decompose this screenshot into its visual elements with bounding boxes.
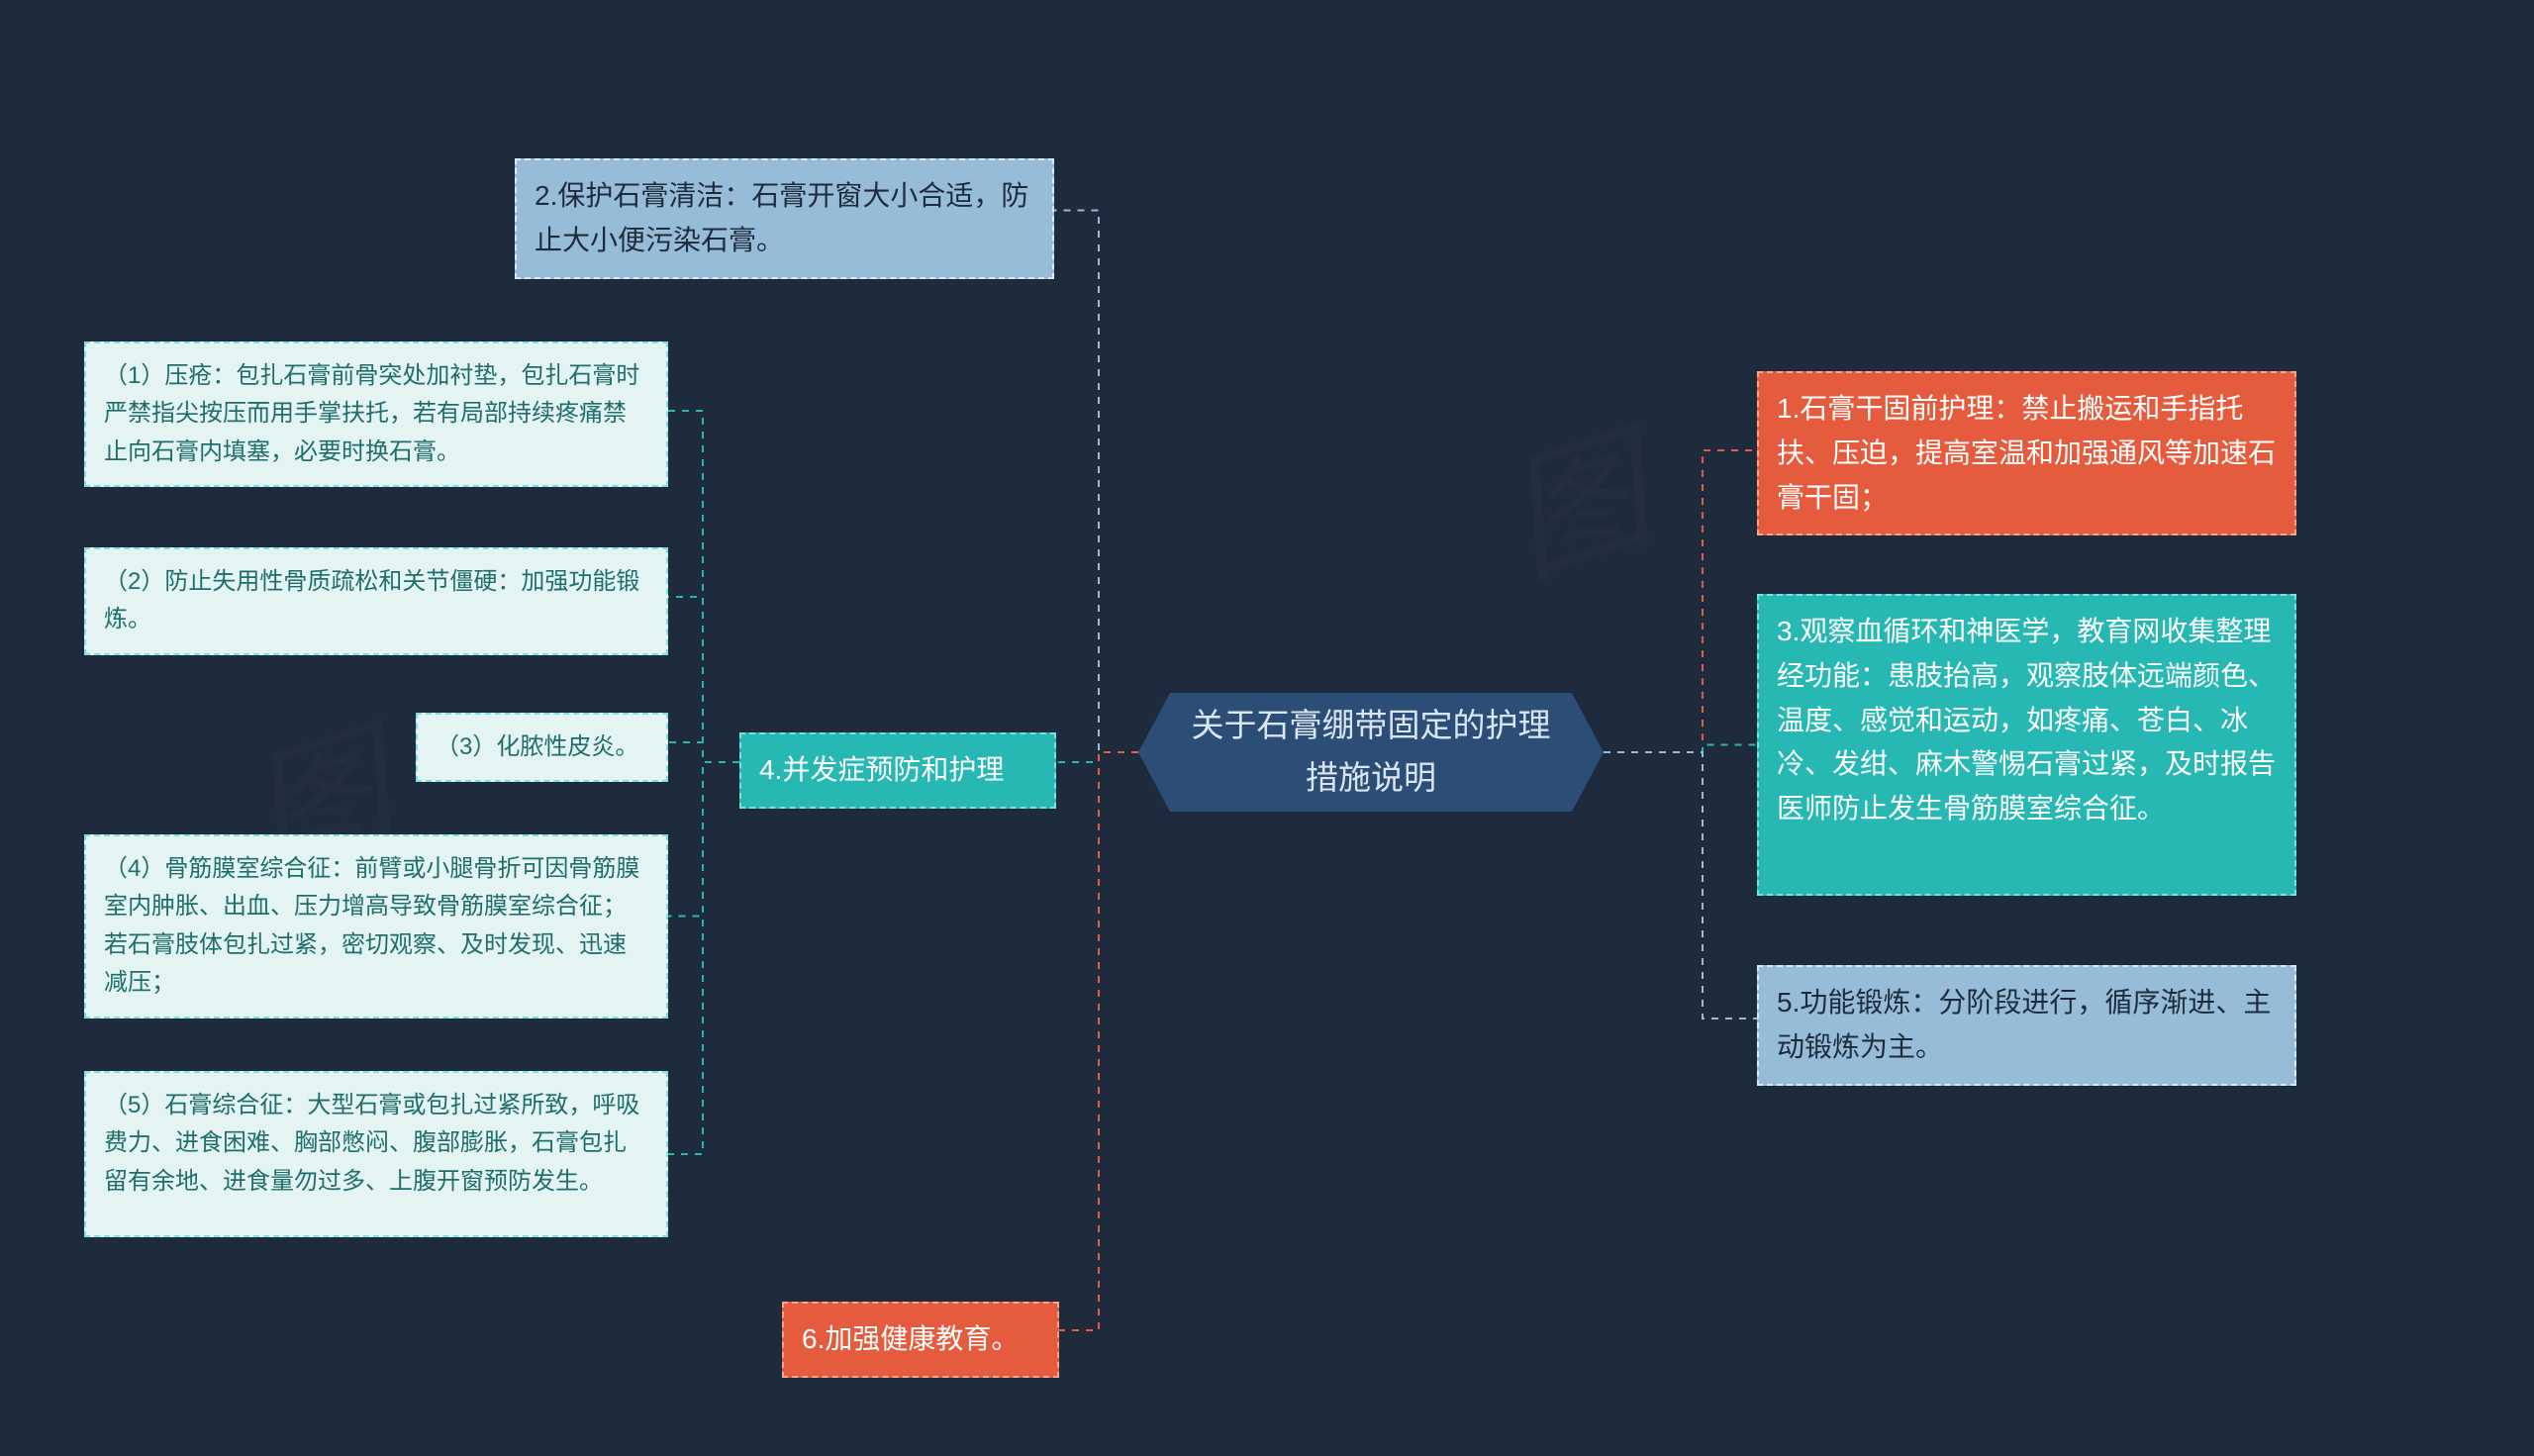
branch-node-1: 1.石膏干固前护理：禁止搬运和手指托扶、压迫，提高室温和加强通风等加速石膏干固； — [1757, 371, 2296, 535]
branch-node-5: 5.功能锻炼：分阶段进行，循序渐进、主动锻炼为主。 — [1757, 965, 2296, 1086]
branch-node-2: 2.保护石膏清洁：石膏开窗大小合适，防止大小便污染石膏。 — [515, 158, 1054, 279]
leaf-node-2: （2）防止失用性骨质疏松和关节僵硬：加强功能锻炼。 — [84, 547, 668, 655]
leaf-1-text: （1）压疮：包扎石膏前骨突处加衬垫，包扎石膏时严禁指尖按压而用手掌扶托，若有局部… — [104, 362, 639, 465]
leaf-node-1: （1）压疮：包扎石膏前骨突处加衬垫，包扎石膏时严禁指尖按压而用手掌扶托，若有局部… — [84, 341, 668, 487]
leaf-node-3: （3）化脓性皮炎。 — [416, 713, 668, 782]
branch-5-text: 5.功能锻炼：分阶段进行，循序渐进、主动锻炼为主。 — [1777, 987, 2271, 1062]
branch-1-text: 1.石膏干固前护理：禁止搬运和手指托扶、压迫，提高室温和加强通风等加速石膏干固； — [1777, 393, 2276, 513]
leaf-3-text: （3）化脓性皮炎。 — [436, 733, 638, 760]
branch-node-6: 6.加强健康教育。 — [782, 1302, 1059, 1378]
leaf-5-text: （5）石膏综合征：大型石膏或包扎过紧所致，呼吸费力、进食困难、胸部憋闷、腹部膨胀… — [104, 1092, 639, 1195]
branch-node-3: 3.观察血循环和神医学，教育网收集整理经功能：患肢抬高，观察肢体远端颜色、温度、… — [1757, 594, 2296, 896]
branch-2-text: 2.保护石膏清洁：石膏开窗大小合适，防止大小便污染石膏。 — [535, 180, 1028, 255]
root-label: 关于石膏绷带固定的护理措施说明 — [1138, 700, 1604, 805]
leaf-node-5: （5）石膏综合征：大型石膏或包扎过紧所致，呼吸费力、进食困难、胸部憋闷、腹部膨胀… — [84, 1071, 668, 1237]
branch-4-text: 4.并发症预防和护理 — [759, 754, 1004, 785]
branch-3-text: 3.观察血循环和神医学，教育网收集整理经功能：患肢抬高，观察肢体远端颜色、温度、… — [1777, 616, 2276, 824]
leaf-2-text: （2）防止失用性骨质疏松和关节僵硬：加强功能锻炼。 — [104, 568, 639, 632]
branch-node-4: 4.并发症预防和护理 — [739, 732, 1056, 809]
leaf-4-text: （4）骨筋膜室综合征：前臂或小腿骨折可因骨筋膜室内肿胀、出血、压力增高导致骨筋膜… — [104, 855, 639, 996]
watermark: 图 — [1477, 379, 1671, 612]
root-node: 关于石膏绷带固定的护理措施说明 — [1138, 693, 1604, 812]
leaf-node-4: （4）骨筋膜室综合征：前臂或小腿骨折可因骨筋膜室内肿胀、出血、压力增高导致骨筋膜… — [84, 834, 668, 1019]
branch-6-text: 6.加强健康教育。 — [802, 1323, 1019, 1354]
